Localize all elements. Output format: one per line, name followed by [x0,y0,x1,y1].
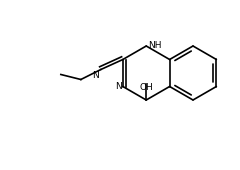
Text: OH: OH [139,83,153,92]
Text: N: N [92,71,99,80]
Text: NH: NH [148,41,162,50]
Text: N: N [115,82,122,91]
